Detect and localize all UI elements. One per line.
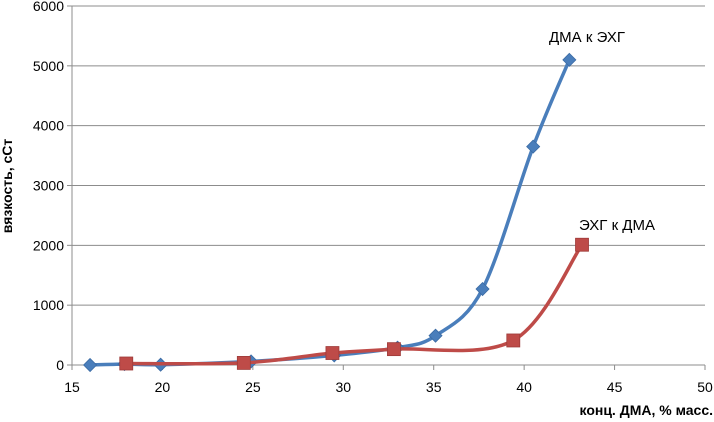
y-tick-label-5: 5000 xyxy=(33,58,64,74)
series-1 xyxy=(119,237,589,371)
data-point-1-1 xyxy=(236,356,251,370)
y-tick-label-3: 3000 xyxy=(33,178,64,194)
y-axis-title: вязкость, сСт xyxy=(0,139,15,234)
x-tick-label-5: 40 xyxy=(516,379,532,395)
data-point-0-7 xyxy=(475,281,490,297)
series-label-ehg-dma: ЭХГ к ДМА xyxy=(579,217,655,234)
data-point-0-8 xyxy=(526,139,541,154)
x-tick-label-1: 20 xyxy=(155,379,171,395)
series-layer xyxy=(83,52,589,373)
axes xyxy=(67,5,706,370)
series-line-0 xyxy=(90,59,571,367)
y-tick-label-2: 2000 xyxy=(33,237,64,253)
series-line-1 xyxy=(126,243,584,366)
y-tick-label-0: 0 xyxy=(56,357,64,373)
series-labels: ДМА к ЭХГ ЭХГ к ДМА xyxy=(549,29,655,234)
series-0 xyxy=(83,52,577,373)
data-point-0-6 xyxy=(428,328,443,343)
y-tick-label-4: 4000 xyxy=(33,118,64,134)
data-point-0-9 xyxy=(562,52,577,67)
data-point-1-4 xyxy=(506,333,521,348)
x-tick-label-0: 15 xyxy=(64,379,80,395)
data-point-1-3 xyxy=(387,342,401,357)
grid xyxy=(72,5,705,306)
tick-labels: 0 1000 2000 3000 4000 5000 6000 15 20 25 30 35 40 45 5… xyxy=(33,0,713,395)
data-point-1-0 xyxy=(119,356,134,371)
x-tick-label-6: 45 xyxy=(607,379,623,395)
x-tick-label-2: 25 xyxy=(245,379,261,395)
data-point-1-5 xyxy=(575,237,589,252)
x-tick-label-3: 30 xyxy=(335,379,351,395)
series-label-dma-ehg: ДМА к ЭХГ xyxy=(549,29,625,46)
y-tick-label-6: 6000 xyxy=(33,0,64,14)
data-point-0-0 xyxy=(83,357,98,373)
x-tick-label-7: 50 xyxy=(697,379,713,395)
x-axis-title: конц. ДМА, % масс. xyxy=(580,402,714,418)
x-tick-label-4: 35 xyxy=(426,379,442,395)
y-tick-label-1: 1000 xyxy=(33,297,64,313)
data-point-1-2 xyxy=(325,346,340,360)
